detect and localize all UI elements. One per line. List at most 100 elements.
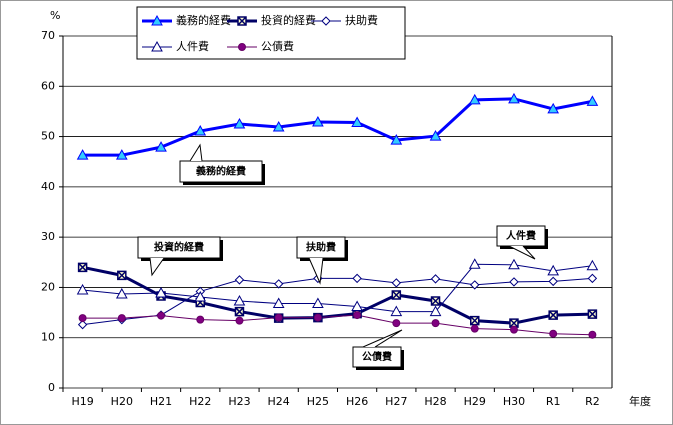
point — [391, 278, 402, 288]
point — [508, 258, 520, 270]
legend-label: 扶助費 — [345, 13, 378, 27]
callout-tail — [308, 257, 324, 285]
point — [78, 314, 87, 323]
point — [77, 319, 88, 330]
callout-box — [352, 346, 402, 368]
callout-tail — [508, 245, 536, 260]
point — [312, 297, 324, 309]
legend-label: 義務的経費 — [176, 13, 231, 27]
point — [117, 270, 127, 281]
point — [547, 102, 560, 114]
callout-box — [296, 236, 346, 259]
y-tick-label: 40 — [41, 180, 55, 193]
point — [238, 43, 246, 51]
point — [274, 313, 283, 322]
point — [470, 324, 479, 333]
y-tick-label: 0 — [48, 381, 55, 394]
point — [548, 310, 558, 320]
point — [351, 116, 363, 127]
point — [470, 315, 480, 326]
point — [194, 125, 207, 136]
point — [76, 283, 89, 295]
x-tick-label: H20 — [111, 395, 133, 408]
callout-tail — [362, 329, 403, 348]
x-tick-label: H24 — [268, 395, 290, 408]
x-tick-label: R1 — [546, 395, 561, 408]
callout-box — [496, 225, 546, 247]
point — [77, 262, 88, 273]
y-unit: % — [50, 9, 60, 22]
annotation: 人件費 — [506, 229, 536, 242]
point — [587, 309, 598, 319]
callout-box — [137, 236, 221, 259]
y-tick-label: 10 — [41, 331, 55, 344]
point — [431, 319, 440, 328]
point — [155, 141, 167, 152]
annotation: 義務的経費 — [196, 165, 246, 178]
point — [390, 134, 403, 145]
x-tick-label: H26 — [346, 395, 368, 408]
series-line — [82, 265, 593, 325]
point — [117, 314, 126, 323]
point — [272, 120, 285, 132]
point — [237, 16, 247, 26]
annotation: 扶助費 — [306, 241, 336, 254]
x-tick-label: R2 — [585, 395, 600, 408]
point — [115, 149, 128, 160]
point — [351, 300, 363, 312]
x-tick-label: H23 — [228, 395, 250, 408]
point — [547, 264, 560, 276]
point — [587, 273, 598, 284]
point — [549, 329, 558, 338]
point — [391, 290, 402, 300]
point — [429, 130, 442, 141]
point — [586, 95, 599, 106]
point — [468, 93, 481, 105]
x-tick-label: H19 — [71, 395, 93, 408]
point — [234, 275, 245, 285]
point — [390, 305, 403, 317]
x-tick-label: H27 — [385, 395, 407, 408]
point — [157, 311, 166, 320]
y-tick-label: 50 — [41, 130, 55, 143]
series-line — [82, 277, 593, 326]
y-tick-label: 20 — [41, 280, 55, 293]
y-tick-label: 60 — [41, 79, 55, 92]
x-axis-label: 年度 — [629, 394, 651, 408]
callout-tail — [189, 143, 203, 162]
point — [272, 297, 285, 309]
point — [508, 92, 520, 104]
point — [151, 14, 163, 26]
point — [235, 316, 244, 325]
point — [509, 277, 519, 287]
series-line — [82, 314, 593, 336]
point — [196, 315, 205, 324]
point — [234, 306, 245, 317]
annotation: 公債費 — [362, 350, 392, 363]
point — [313, 313, 322, 322]
y-tick-label: 70 — [41, 29, 55, 42]
point — [233, 294, 246, 306]
x-tick-label: H30 — [503, 395, 525, 408]
point — [352, 273, 362, 284]
x-tick-label: H29 — [464, 395, 486, 408]
point — [194, 290, 207, 302]
point — [509, 318, 519, 328]
point — [548, 276, 558, 287]
series-line — [82, 263, 593, 313]
legend-box — [136, 6, 406, 60]
x-tick-label: H21 — [150, 395, 172, 408]
callout-tail — [149, 257, 165, 277]
point — [586, 259, 599, 271]
point — [151, 40, 163, 52]
point — [155, 286, 167, 298]
point — [273, 279, 284, 289]
legend-label: 人件費 — [176, 39, 209, 53]
point — [312, 115, 324, 127]
point — [430, 274, 441, 284]
x-tick-label: H22 — [189, 395, 211, 408]
legend-label: 公債費 — [261, 39, 294, 53]
callout-box — [179, 160, 263, 183]
